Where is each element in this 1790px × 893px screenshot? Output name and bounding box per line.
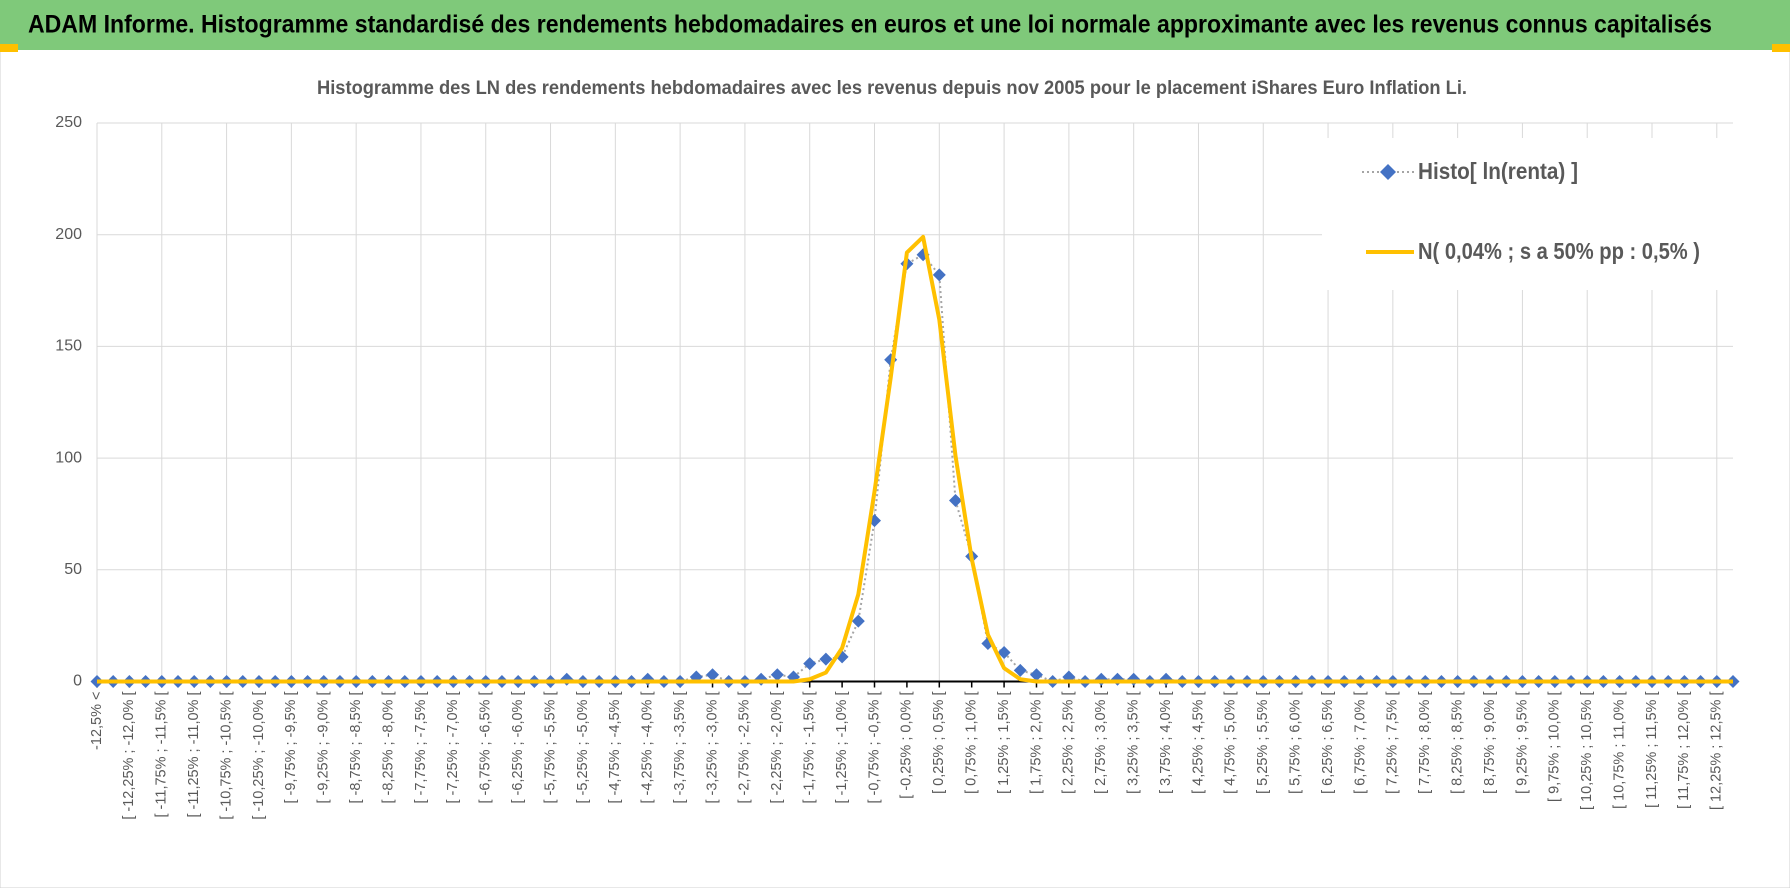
x-tick-label: [ 11,25% ; 11,5% [ bbox=[1644, 692, 1660, 808]
x-tick-label: [ -9,75% ; -9,5% [ bbox=[283, 692, 299, 804]
x-tick-label: [ 10,75% ; 11,0% [ bbox=[1611, 692, 1627, 809]
x-tick-label: [ 1,75% ; 2,0% [ bbox=[1028, 692, 1044, 794]
x-tick-label: [ -3,25% ; -3,0% [ bbox=[704, 692, 720, 804]
y-tick-label: 0 bbox=[73, 673, 82, 690]
legend-label: Histo[ ln(renta) ] bbox=[1418, 158, 1578, 184]
x-tick-label: [ 2,25% ; 2,5% [ bbox=[1061, 692, 1077, 794]
x-tick-label: [ 2,75% ; 3,0% [ bbox=[1093, 692, 1109, 794]
x-tick-label: [ 5,25% ; 5,5% [ bbox=[1255, 692, 1271, 794]
x-tick-label: [ -5,25% ; -5,0% [ bbox=[575, 692, 591, 804]
x-tick-label: [ 12,25% ; 12,5% [ bbox=[1709, 692, 1725, 811]
x-tick-label: [ -6,25% ; -6,0% [ bbox=[510, 692, 526, 804]
x-tick-label: [ 8,25% ; 8,5% [ bbox=[1449, 692, 1465, 794]
x-tick-label: [ -9,25% ; -9,0% [ bbox=[316, 692, 332, 804]
x-tick-label: [ -0,25% ; 0,0% [ bbox=[899, 692, 915, 799]
data-point bbox=[997, 645, 1011, 659]
x-tick-label: [ 9,25% ; 9,5% [ bbox=[1514, 692, 1530, 794]
data-point bbox=[803, 657, 817, 671]
x-tick-label: [ 8,75% ; 9,0% [ bbox=[1482, 692, 1498, 794]
x-tick-label: [ 9,75% ; 10,0% [ bbox=[1547, 692, 1563, 802]
x-tick-label: [ -7,75% ; -7,5% [ bbox=[413, 692, 429, 804]
x-tick-label: [ -12,25% ; -12,0% [ bbox=[121, 692, 137, 820]
legend-marker bbox=[1380, 164, 1396, 180]
x-tick-label: [ 6,25% ; 6,5% [ bbox=[1320, 692, 1336, 794]
x-tick-label: [ -6,75% ; -6,5% [ bbox=[478, 692, 494, 804]
x-tick-label: [ -4,25% ; -4,0% [ bbox=[640, 692, 656, 804]
x-tick-label: -12,5% < bbox=[89, 692, 105, 750]
y-tick-label: 150 bbox=[55, 338, 82, 355]
banner-title: ADAM Informe. Histogramme standardisé de… bbox=[28, 11, 1712, 39]
x-tick-label: [ -2,75% ; -2,5% [ bbox=[737, 692, 753, 804]
data-point bbox=[706, 668, 720, 682]
y-tick-label: 200 bbox=[55, 226, 82, 243]
data-point bbox=[851, 614, 865, 628]
x-tick-label: [ -5,75% ; -5,5% [ bbox=[542, 692, 558, 804]
x-tick-label: [ -10,75% ; -10,5% [ bbox=[218, 692, 234, 820]
x-tick-label: [ 5,75% ; 6,0% [ bbox=[1287, 692, 1303, 794]
data-point bbox=[770, 668, 784, 682]
x-tick-label: [ -4,75% ; -4,5% [ bbox=[607, 692, 623, 804]
data-point bbox=[932, 268, 946, 282]
x-tick-label: [ -11,75% ; -11,5% [ bbox=[154, 692, 170, 818]
data-point bbox=[819, 652, 833, 666]
x-tick-label: [ 3,75% ; 4,0% [ bbox=[1158, 692, 1174, 794]
x-tick-label: [ -10,25% ; -10,0% [ bbox=[251, 692, 267, 820]
legend-box bbox=[1322, 138, 1735, 290]
x-tick-label: [ -0,75% ; -0,5% [ bbox=[866, 692, 882, 804]
chart-title: Histogramme des LN des rendements hebdom… bbox=[317, 78, 1467, 99]
x-tick-label: [ -3,75% ; -3,5% [ bbox=[672, 692, 688, 804]
x-tick-label: [ 0,75% ; 1,0% [ bbox=[964, 692, 980, 794]
x-tick-label: [ -8,25% ; -8,0% [ bbox=[380, 692, 396, 804]
banner-corner bbox=[1772, 44, 1790, 52]
x-tick-label: [ 4,25% ; 4,5% [ bbox=[1190, 692, 1206, 794]
y-tick-label: 50 bbox=[64, 561, 82, 578]
plot-area: 0 50 100 150 200 250 -12,5% < [ -12,25% ; -12,0… bbox=[55, 114, 1740, 820]
y-tick-label: 100 bbox=[55, 449, 82, 466]
data-point bbox=[1013, 663, 1027, 677]
x-tick-label: [ 1,25% ; 1,5% [ bbox=[996, 692, 1012, 794]
series-line bbox=[97, 234, 1733, 684]
x-tick-label: [ 7,75% ; 8,0% [ bbox=[1417, 692, 1433, 794]
x-tick-label: [ 11,75% ; 12,0% [ bbox=[1676, 692, 1692, 809]
x-tick-label: [ 0,25% ; 0,5% [ bbox=[931, 692, 947, 794]
x-tick-label: [ -1,75% ; -1,5% [ bbox=[802, 692, 818, 804]
x-tick-label: [ -7,25% ; -7,0% [ bbox=[445, 692, 461, 804]
y-tick-label: 250 bbox=[55, 114, 82, 131]
banner-corner bbox=[0, 44, 18, 52]
x-tick-label: [ -2,25% ; -2,0% [ bbox=[769, 692, 785, 804]
x-tick-label: [ 10,25% ; 10,5% [ bbox=[1579, 692, 1595, 811]
x-tick-label: [ 7,25% ; 7,5% [ bbox=[1385, 692, 1401, 794]
banner bbox=[0, 0, 1790, 50]
x-tick-label: [ 6,75% ; 7,0% [ bbox=[1352, 692, 1368, 794]
x-tick-label: [ -1,25% ; -1,0% [ bbox=[834, 692, 850, 804]
x-tick-label: [ 3,25% ; 3,5% [ bbox=[1126, 692, 1142, 794]
x-tick-label: [ -11,25% ; -11,0% [ bbox=[186, 692, 202, 818]
x-tick-label: [ 4,75% ; 5,0% [ bbox=[1223, 692, 1239, 794]
data-point bbox=[1029, 668, 1043, 682]
data-point bbox=[948, 494, 962, 508]
x-tick-label: [ -8,75% ; -8,5% [ bbox=[348, 692, 364, 804]
legend-label: N( 0,04% ; s a 50% pp : 0,5% ) bbox=[1418, 238, 1700, 264]
